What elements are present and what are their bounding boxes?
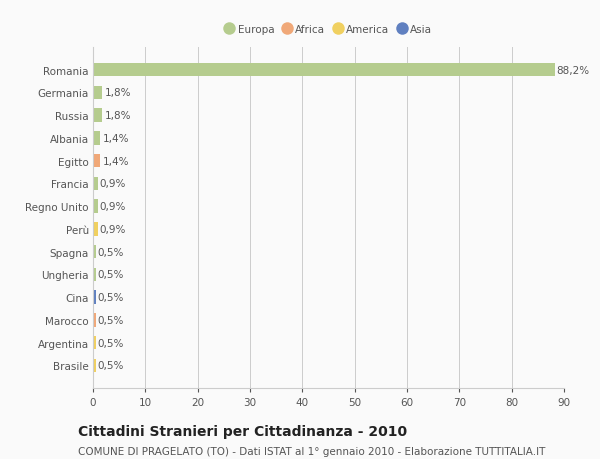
Text: 0,9%: 0,9% [100, 179, 126, 189]
Text: 0,5%: 0,5% [98, 315, 124, 325]
Text: 88,2%: 88,2% [557, 66, 590, 75]
Bar [93, 245, 95, 259]
Text: 1,8%: 1,8% [104, 111, 131, 121]
Text: 0,9%: 0,9% [100, 202, 126, 212]
Bar [93, 336, 95, 350]
Text: 1,4%: 1,4% [103, 134, 129, 144]
Text: 0,5%: 0,5% [98, 292, 124, 302]
Text: Cittadini Stranieri per Cittadinanza - 2010: Cittadini Stranieri per Cittadinanza - 2… [78, 425, 407, 438]
Bar [93, 268, 95, 282]
Bar [93, 64, 554, 77]
Text: 0,5%: 0,5% [98, 361, 124, 370]
Text: 0,5%: 0,5% [98, 247, 124, 257]
Bar [93, 177, 98, 191]
Bar [93, 359, 95, 372]
Bar [93, 200, 98, 213]
Text: 1,8%: 1,8% [104, 88, 131, 98]
Bar [93, 223, 98, 236]
Bar [93, 109, 103, 123]
Text: 0,5%: 0,5% [98, 270, 124, 280]
Bar [93, 154, 100, 168]
Text: COMUNE DI PRAGELATO (TO) - Dati ISTAT al 1° gennaio 2010 - Elaborazione TUTTITAL: COMUNE DI PRAGELATO (TO) - Dati ISTAT al… [78, 446, 545, 456]
Bar [93, 132, 100, 146]
Text: 0,9%: 0,9% [100, 224, 126, 235]
Text: 0,5%: 0,5% [98, 338, 124, 348]
Legend: Europa, Africa, America, Asia: Europa, Africa, America, Asia [223, 23, 434, 37]
Text: 1,4%: 1,4% [103, 156, 129, 166]
Bar [93, 313, 95, 327]
Bar [93, 86, 103, 100]
Bar [93, 291, 95, 304]
